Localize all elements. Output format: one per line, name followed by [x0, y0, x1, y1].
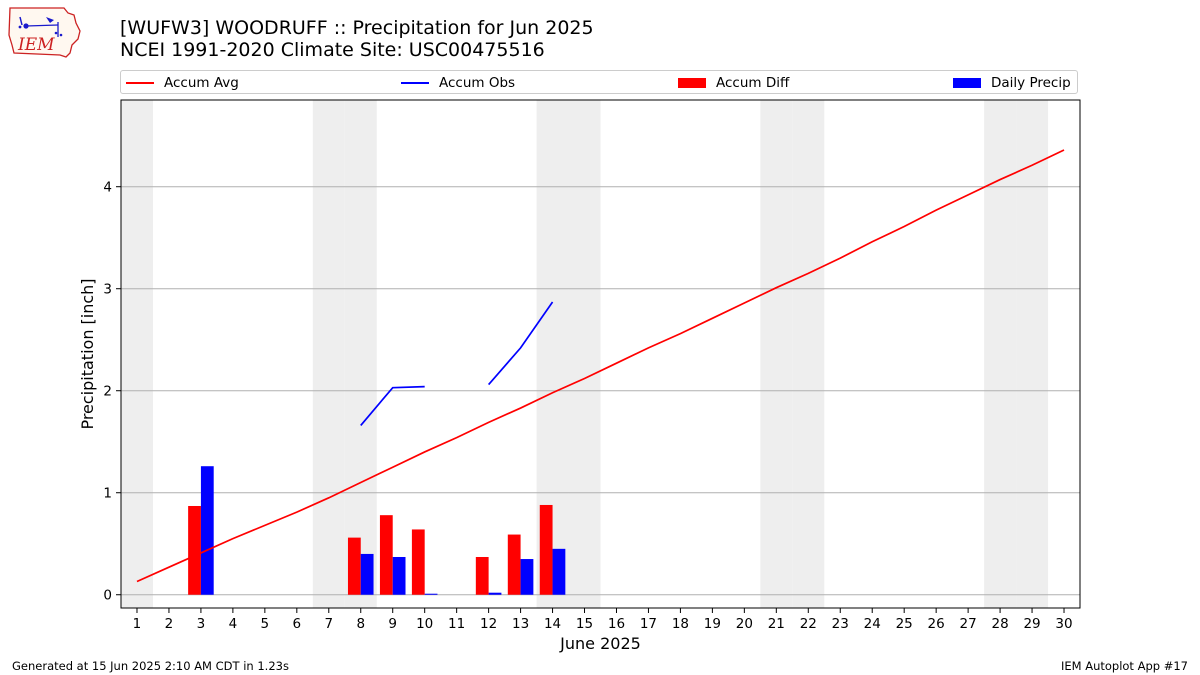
y-tick-label: 3 — [103, 282, 112, 298]
x-tick-label: 17 — [640, 616, 657, 632]
x-tick-label: 23 — [832, 616, 849, 632]
legend-swatch-red-line — [126, 82, 154, 84]
weekend-shade — [121, 100, 153, 608]
weekend-shade — [792, 100, 825, 608]
plot-area — [121, 100, 1080, 608]
chart-title: [WUFW3] WOODRUFF :: Precipitation for Ju… — [120, 17, 594, 39]
x-tick-label: 14 — [544, 616, 561, 632]
legend-swatch-blue-line — [401, 82, 429, 84]
chart-title-block: [WUFW3] WOODRUFF :: Precipitation for Ju… — [120, 17, 594, 61]
legend-item-accum-obs: Accum Obs — [401, 74, 515, 92]
bar-accum-diff — [411, 529, 425, 595]
x-tick-label: 6 — [293, 616, 302, 632]
x-tick-label: 16 — [608, 616, 625, 632]
x-tick-label: 19 — [704, 616, 721, 632]
x-tick-label: 24 — [864, 616, 881, 632]
x-tick-label: 28 — [991, 616, 1008, 632]
line-accum-obs — [360, 385, 425, 426]
chart-subtitle: NCEI 1991-2020 Climate Site: USC00475516 — [120, 39, 545, 61]
x-tick-label: 15 — [576, 616, 593, 632]
x-tick-label: 27 — [960, 616, 977, 632]
x-tick-label: 13 — [512, 616, 529, 632]
generated-timestamp: Generated at 15 Jun 2025 2:10 AM CDT in … — [12, 659, 289, 673]
x-axis-label: June 2025 — [559, 634, 641, 653]
x-tick-label: 9 — [388, 616, 397, 632]
x-tick-label: 3 — [197, 616, 206, 632]
y-tick-label: 1 — [103, 486, 112, 502]
bar-accum-diff — [188, 505, 201, 595]
x-tick-label: 26 — [928, 616, 945, 632]
x-tick-label: 18 — [672, 616, 689, 632]
x-tick-label: 25 — [896, 616, 913, 632]
legend-label: Daily Precip — [991, 75, 1071, 91]
weekend-shade — [344, 100, 377, 608]
legend-item-accum-avg: Accum Avg — [126, 74, 239, 92]
line-accum-obs — [487, 301, 554, 386]
bar-daily-precip — [520, 559, 534, 595]
legend-label: Accum Obs — [439, 75, 516, 91]
weekend-shade — [568, 100, 601, 608]
y-tick-label: 2 — [103, 384, 112, 400]
weekend-shade — [760, 100, 793, 608]
legend-item-daily-precip: Daily Precip — [953, 74, 1071, 92]
bar-accum-diff — [539, 504, 553, 595]
weekend-shade — [1016, 100, 1049, 608]
x-tick-label: 12 — [480, 616, 497, 632]
bar-accum-diff — [347, 537, 361, 595]
x-tick-label: 8 — [356, 616, 365, 632]
logo-text: IEM — [17, 35, 55, 55]
y-axis-label: Precipitation [inch] — [78, 278, 97, 429]
x-tick-label: 22 — [800, 616, 817, 632]
bar-accum-diff — [379, 515, 393, 595]
line-accum-avg — [136, 149, 1065, 583]
chart-legend: Accum Avg Accum Obs Accum Diff Daily Pre… — [120, 70, 1078, 94]
bar-accum-diff — [507, 534, 521, 595]
x-tick-label: 1 — [133, 616, 142, 632]
x-tick-label: 2 — [165, 616, 174, 632]
bar-daily-precip — [552, 548, 566, 595]
x-tick-label: 5 — [261, 616, 270, 632]
x-tick-label: 20 — [736, 616, 753, 632]
x-tick-label: 4 — [229, 616, 238, 632]
legend-swatch-blue-box — [953, 78, 981, 88]
legend-item-accum-diff: Accum Diff — [678, 74, 789, 92]
x-tick-label: 21 — [768, 616, 785, 632]
legend-label: Accum Avg — [164, 75, 239, 91]
legend-swatch-red-box — [678, 78, 706, 88]
bar-accum-diff — [475, 556, 489, 595]
bar-daily-precip — [392, 556, 406, 595]
iem-logo: IEM — [8, 7, 81, 58]
y-tick-label: 0 — [103, 588, 112, 604]
x-tick-label: 7 — [324, 616, 333, 632]
x-tick-label: 30 — [1055, 616, 1072, 632]
app-credit: IEM Autoplot App #17 — [1060, 659, 1188, 673]
bar-daily-precip — [424, 593, 438, 595]
weekend-shade — [312, 100, 345, 608]
y-tick-label: 4 — [103, 180, 112, 196]
x-tick-label: 10 — [416, 616, 433, 632]
legend-label: Accum Diff — [716, 75, 790, 91]
x-tick-label: 11 — [448, 616, 465, 632]
x-tick-label: 29 — [1023, 616, 1040, 632]
bar-daily-precip — [360, 553, 374, 595]
plot-frame — [120, 99, 1081, 609]
bar-daily-precip — [200, 466, 214, 595]
weekend-shade — [984, 100, 1017, 608]
bar-daily-precip — [488, 592, 502, 595]
